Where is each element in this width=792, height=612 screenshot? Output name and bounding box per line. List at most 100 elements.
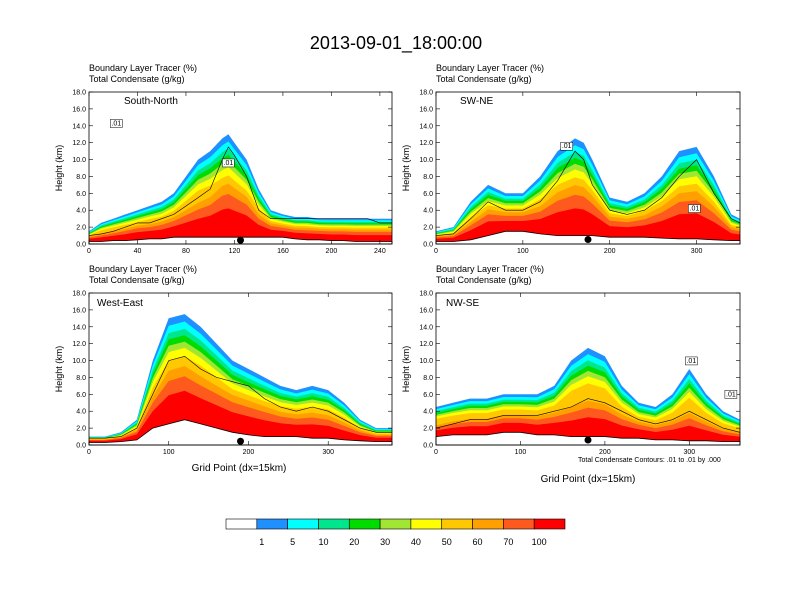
contour-label-box — [560, 141, 573, 151]
panel-name: NW-SE — [446, 298, 479, 309]
panel-header-sn: Boundary Layer Tracer (%) Total Condensa… — [89, 63, 197, 85]
y-tick-label: 2.0 — [423, 225, 433, 232]
plot-frame — [88, 91, 393, 245]
panel-header-swne: Boundary Layer Tracer (%) Total Condensa… — [436, 63, 544, 85]
y-tick-label: 2.0 — [423, 426, 433, 433]
condensate-contour — [435, 398, 741, 433]
x-tick-label: 0 — [434, 248, 438, 255]
panel-header-nwse: Boundary Layer Tracer (%) Total Condensa… — [436, 264, 544, 286]
y-tick-label: 16.0 — [72, 307, 86, 314]
contour-label: .01 — [224, 160, 234, 167]
y-tick-label: 0.0 — [76, 242, 86, 249]
x-tick-label: 120 — [229, 248, 241, 255]
x-tick-label: 0 — [87, 449, 91, 456]
location-marker — [237, 236, 244, 244]
contour-label-box — [685, 356, 698, 366]
tracer-band-10 — [436, 417, 740, 442]
x-tick-label: 200 — [604, 248, 616, 255]
y-tick-label: 8.0 — [76, 174, 86, 181]
x-tick-label: 0 — [87, 248, 91, 255]
y-tick-label: 8.0 — [76, 375, 86, 382]
y-axis-title: Height (km) — [54, 346, 64, 393]
y-tick-label: 18.0 — [72, 291, 86, 298]
y-tick-label: 4.0 — [423, 208, 433, 215]
colorbar-label: 60 — [472, 537, 483, 547]
tracer-band-10 — [89, 208, 392, 242]
y-tick-label: 0.0 — [76, 443, 86, 450]
contour-label-box — [110, 119, 123, 128]
header-condensate-label: Total Condensate (g/kg) — [436, 275, 532, 285]
y-tick-label: 16.0 — [419, 307, 433, 314]
contour-label: .01 — [111, 120, 121, 127]
x-tick-label: 300 — [683, 449, 695, 456]
colorbar-swatch — [256, 518, 288, 530]
colorbar-label: 50 — [441, 537, 452, 547]
figure-title: 2013-09-01_18:00:00 — [309, 33, 483, 53]
header-condensate-label: Total Condensate (g/kg) — [89, 74, 185, 84]
plot-frame — [435, 91, 741, 245]
colorbar-label: 10 — [318, 537, 329, 547]
y-axis-title: Height (km) — [401, 346, 411, 393]
colorbar-swatch — [225, 518, 258, 530]
y-tick-label: 16.0 — [419, 106, 433, 113]
x-tick-label: 100 — [163, 449, 175, 456]
colorbar-label: 40 — [410, 537, 421, 547]
x-tick-label: 80 — [182, 248, 190, 255]
colorbar-label: 100 — [531, 537, 547, 547]
y-tick-label: 6.0 — [76, 392, 86, 399]
colorbar-label: 30 — [380, 537, 391, 547]
colorbar-swatch — [318, 518, 350, 530]
header-tracer-label: Boundary Layer Tracer (%) — [436, 63, 545, 73]
colorbar-swatch — [503, 518, 535, 530]
x-tick-label: 200 — [326, 248, 338, 255]
colorbar-label: 70 — [503, 537, 514, 547]
panel-name: SW-NE — [460, 96, 493, 107]
panel-name: South-North — [124, 96, 178, 107]
y-tick-label: 4.0 — [76, 208, 86, 215]
location-marker — [584, 436, 592, 444]
y-tick-label: 6.0 — [423, 392, 433, 399]
colorbar-swatch — [472, 518, 504, 530]
y-axis-title: Height (km) — [54, 145, 64, 192]
y-tick-label: 12.0 — [72, 140, 86, 147]
panel-header-we: Boundary Layer Tracer (%) Total Condensa… — [89, 264, 197, 286]
header-tracer-label: Boundary Layer Tracer (%) — [436, 264, 545, 274]
contour-label: .01 — [562, 143, 572, 150]
y-tick-label: 2.0 — [76, 225, 86, 232]
tracer-band-10 — [89, 390, 392, 443]
y-tick-label: 0.0 — [423, 443, 433, 450]
contour-label: .01 — [686, 358, 696, 365]
y-tick-label: 6.0 — [76, 191, 86, 198]
x-tick-label: 200 — [599, 449, 611, 456]
terrain-profile — [88, 419, 393, 446]
header-tracer-label: Boundary Layer Tracer (%) — [89, 63, 198, 73]
y-tick-label: 14.0 — [72, 324, 86, 331]
header-condensate-label: Total Condensate (g/kg) — [436, 74, 532, 84]
condensate-contour — [89, 355, 392, 439]
plot-frame — [88, 292, 393, 446]
x-tick-label: 40 — [134, 248, 142, 255]
contour-label: .01 — [726, 391, 736, 398]
y-tick-label: 12.0 — [419, 341, 433, 348]
x-tick-label: 0 — [434, 449, 438, 456]
y-tick-label: 4.0 — [76, 409, 86, 416]
y-tick-label: 0.0 — [423, 242, 433, 249]
x-tick-label: 100 — [515, 449, 527, 456]
header-condensate-label: Total Condensate (g/kg) — [89, 275, 185, 285]
y-tick-label: 4.0 — [423, 409, 433, 416]
contour-label: .01 — [690, 206, 700, 213]
location-marker — [584, 236, 592, 243]
contour-footnote: Total Condensate Contours: .01 to .01 by… — [578, 457, 721, 464]
y-tick-label: 2.0 — [76, 426, 86, 433]
colorbar-swatch — [287, 518, 319, 530]
header-tracer-label: Boundary Layer Tracer (%) — [89, 264, 198, 274]
y-tick-label: 14.0 — [72, 123, 86, 130]
y-tick-label: 12.0 — [419, 140, 433, 147]
condensate-contour — [435, 150, 741, 236]
y-tick-label: 10.0 — [419, 157, 433, 164]
x-tick-label: 300 — [322, 449, 334, 456]
x-axis-title-right: Grid Point (dx=15km) — [540, 474, 636, 485]
tracer-band-10 — [436, 208, 740, 242]
colorbar-swatch — [441, 518, 473, 530]
y-tick-label: 18.0 — [419, 90, 433, 97]
